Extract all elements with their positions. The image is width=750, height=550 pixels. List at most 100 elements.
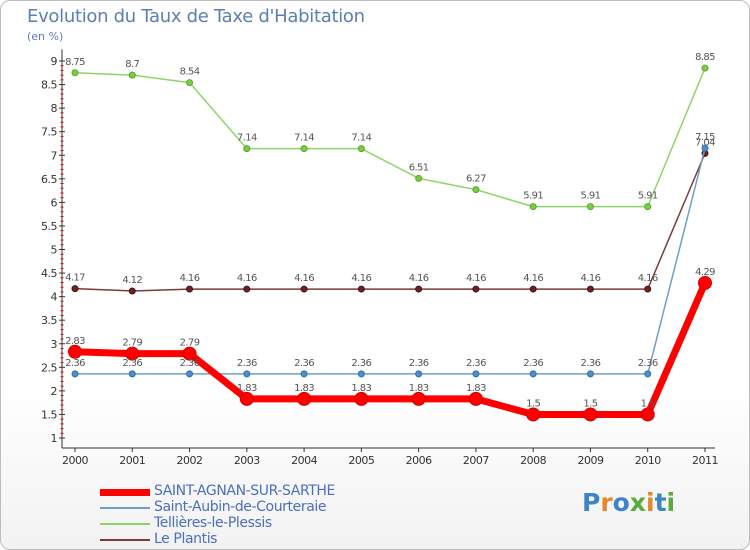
data-point <box>586 285 594 293</box>
x-tick-label: 2002 <box>177 454 203 467</box>
x-tick-label: 2010 <box>635 454 661 467</box>
data-label: 2.79 <box>180 338 200 349</box>
series-line <box>74 281 709 418</box>
legend-label: SAINT-AGNAN-SUR-SARTHE <box>154 483 335 499</box>
data-label: 4.16 <box>409 273 429 284</box>
x-tick-label: 2011 <box>692 454 718 467</box>
data-label: 1.83 <box>409 383 429 394</box>
y-tick-label: 6.5 <box>41 173 57 186</box>
x-tick-label: 2004 <box>291 454 317 467</box>
series-line <box>75 147 706 375</box>
data-label: 2.36 <box>237 358 257 369</box>
y-tick-label: 8 <box>51 102 58 115</box>
data-label: 2.83 <box>65 336 85 347</box>
y-tick-label: 8.5 <box>41 79 57 92</box>
x-tick-label: 2001 <box>119 454 145 467</box>
data-label: 7.14 <box>351 133 371 144</box>
data-label: 2.36 <box>65 358 85 369</box>
data-label: 2.36 <box>638 358 658 369</box>
data-label: 7.04 <box>695 137 715 148</box>
data-label: 4.16 <box>351 273 371 284</box>
data-point <box>472 186 480 194</box>
data-label: 4.16 <box>638 273 658 284</box>
y-tick-label: 9 <box>51 55 58 68</box>
data-point <box>128 370 136 378</box>
data-point <box>125 346 140 361</box>
x-tick-label: 2006 <box>406 454 432 467</box>
x-tick-label: 2007 <box>463 454 489 467</box>
data-label: 1.83 <box>237 383 257 394</box>
data-point <box>701 64 709 72</box>
data-point <box>529 370 537 378</box>
data-point <box>300 285 308 293</box>
y-tick-label: 7 <box>51 149 58 162</box>
data-point <box>357 370 365 378</box>
data-label: 2.36 <box>180 358 200 369</box>
y-tick-label: 3.5 <box>41 314 57 327</box>
data-label: 1.5 <box>526 398 540 409</box>
data-point <box>644 370 652 378</box>
data-point <box>468 391 483 406</box>
data-label: 4.12 <box>122 275 142 286</box>
data-label: 6.27 <box>466 174 486 185</box>
data-point <box>586 203 594 211</box>
legend-swatch <box>100 523 150 525</box>
data-point <box>297 391 312 406</box>
data-point <box>186 370 194 378</box>
logo-letter: o <box>612 488 630 517</box>
logo-letter: i <box>666 488 676 517</box>
y-tick-label: 3 <box>51 338 58 351</box>
data-label: 4.16 <box>237 273 257 284</box>
data-label: 7.15 <box>695 132 715 143</box>
proxiti-logo: Proxiti <box>582 488 675 517</box>
data-label: 6.51 <box>409 162 429 173</box>
data-point <box>300 370 308 378</box>
data-point <box>529 285 537 293</box>
data-point <box>243 145 251 153</box>
data-label: 4.29 <box>695 267 715 278</box>
legend-label: Saint-Aubin-de-Courteraie <box>154 499 327 515</box>
data-point <box>243 370 251 378</box>
data-point <box>586 370 594 378</box>
x-tick-label: 2000 <box>62 454 88 467</box>
data-label: 2.36 <box>523 358 543 369</box>
data-point <box>472 370 480 378</box>
data-point <box>526 407 541 422</box>
data-point <box>640 407 655 422</box>
data-label: 1.83 <box>294 383 314 394</box>
legend-label: Tellières-le-Plessis <box>154 515 272 531</box>
logo-letter: x <box>629 488 646 517</box>
data-point <box>186 79 194 87</box>
y-tick-label: 1 <box>51 432 58 445</box>
data-label: 4.16 <box>294 273 314 284</box>
data-point <box>186 285 194 293</box>
data-label: 4.16 <box>581 273 601 284</box>
data-point <box>411 391 426 406</box>
data-point <box>239 391 254 406</box>
x-tick-label: 2009 <box>577 454 603 467</box>
data-point <box>644 203 652 211</box>
data-label: 1.5 <box>641 398 655 409</box>
chart-title: Evolution du Taux de Taxe d'Habitation <box>27 6 365 27</box>
y-tick-label: 1.5 <box>41 408 57 421</box>
data-point <box>644 285 652 293</box>
logo-letter: P <box>582 488 601 517</box>
x-tick-label: 2008 <box>520 454 546 467</box>
data-label: 1.83 <box>466 383 486 394</box>
data-label: 8.54 <box>180 67 200 78</box>
data-point <box>128 71 136 79</box>
y-tick-label: 5 <box>51 244 58 257</box>
data-point <box>71 69 79 77</box>
data-point <box>128 287 136 295</box>
data-point <box>415 370 423 378</box>
data-point <box>71 370 79 378</box>
data-label: 2.36 <box>351 358 371 369</box>
data-label: 8.85 <box>695 52 715 63</box>
data-label: 2.36 <box>409 358 429 369</box>
logo-letter: r <box>600 488 613 517</box>
data-label: 2.36 <box>466 358 486 369</box>
data-label: 2.36 <box>122 358 142 369</box>
data-point <box>529 203 537 211</box>
data-point <box>71 285 79 293</box>
